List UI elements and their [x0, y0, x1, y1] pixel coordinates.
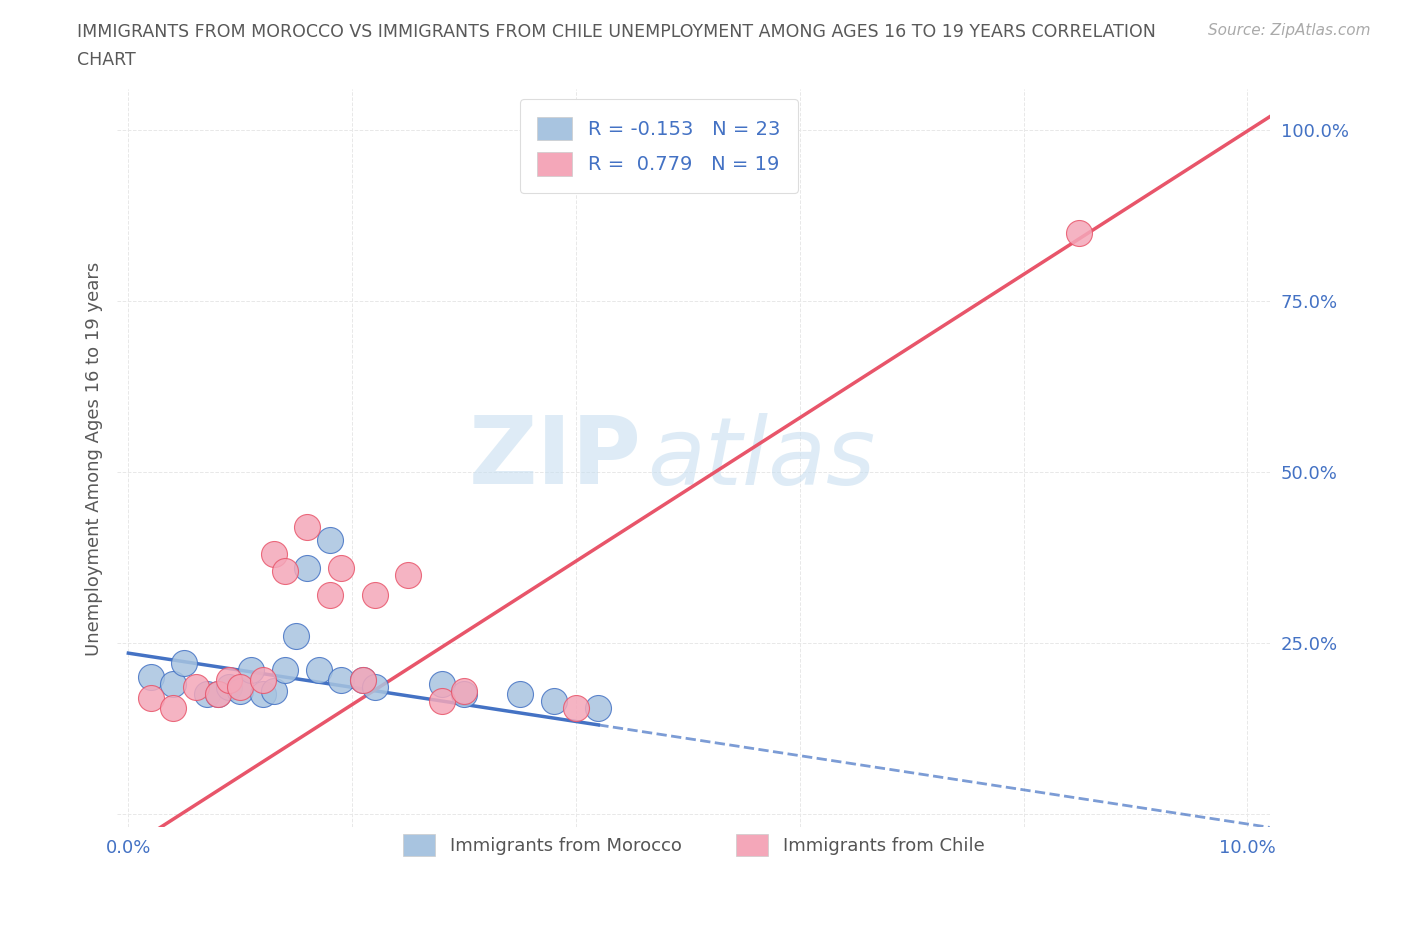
Point [509, 686, 531, 701]
Point [297, 560, 319, 575]
Text: ZIP: ZIP [468, 412, 641, 504]
Text: Source: ZipAtlas.com: Source: ZipAtlas.com [1208, 23, 1371, 38]
Point [139, 690, 162, 705]
Point [565, 700, 588, 715]
Point [352, 673, 374, 688]
Point [195, 686, 218, 701]
Point [396, 567, 419, 582]
Point [229, 684, 252, 698]
Point [207, 686, 229, 701]
Point [430, 694, 453, 709]
Point [430, 676, 453, 691]
Point [1069, 225, 1091, 240]
Point [285, 629, 308, 644]
Point [139, 670, 162, 684]
Point [308, 663, 330, 678]
Point [319, 533, 342, 548]
Point [319, 588, 342, 603]
Point [352, 673, 374, 688]
Point [363, 680, 385, 695]
Point [184, 680, 207, 695]
Point [207, 686, 229, 701]
Text: CHART: CHART [77, 51, 136, 69]
Point [218, 680, 240, 695]
Point [252, 686, 274, 701]
Point [453, 686, 475, 701]
Point [218, 673, 240, 688]
Point [274, 663, 297, 678]
Point [173, 656, 195, 671]
Point [588, 700, 610, 715]
Point [162, 676, 184, 691]
Point [363, 588, 385, 603]
Point [229, 680, 252, 695]
Point [543, 694, 565, 709]
Point [240, 663, 263, 678]
Point [297, 519, 319, 534]
Text: atlas: atlas [647, 413, 876, 504]
Point [263, 684, 285, 698]
Point [252, 673, 274, 688]
Point [162, 700, 184, 715]
Text: IMMIGRANTS FROM MOROCCO VS IMMIGRANTS FROM CHILE UNEMPLOYMENT AMONG AGES 16 TO 1: IMMIGRANTS FROM MOROCCO VS IMMIGRANTS FR… [77, 23, 1156, 41]
Point [453, 684, 475, 698]
Legend: Immigrants from Morocco, Immigrants from Chile: Immigrants from Morocco, Immigrants from… [388, 819, 998, 870]
Y-axis label: Unemployment Among Ages 16 to 19 years: Unemployment Among Ages 16 to 19 years [86, 261, 103, 656]
Point [330, 673, 353, 688]
Point [274, 564, 297, 578]
Point [263, 547, 285, 562]
Point [330, 560, 353, 575]
